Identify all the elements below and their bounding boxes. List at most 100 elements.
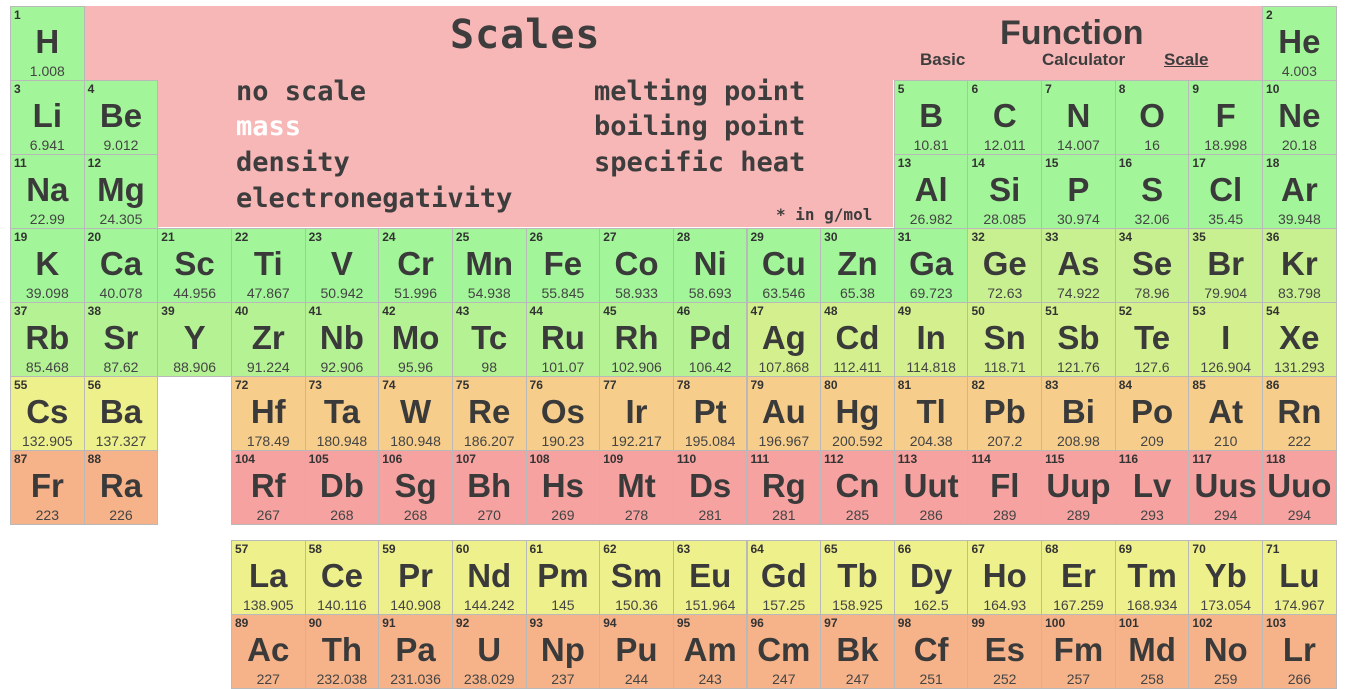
- element-cell-uup[interactable]: 115 Uup 289: [1041, 450, 1116, 525]
- element-cell-fl[interactable]: 114 Fl 289: [967, 450, 1043, 525]
- element-cell-mt[interactable]: 109 Mt 278: [599, 450, 674, 525]
- element-cell-br[interactable]: 35 Br 79.904: [1188, 228, 1264, 303]
- element-cell-bh[interactable]: 107 Bh 270: [451, 450, 527, 525]
- element-cell-es[interactable]: 99 Es 252: [967, 614, 1043, 689]
- element-cell-uuo[interactable]: 118 Uuo 294: [1262, 450, 1337, 525]
- element-cell-au[interactable]: 79 Au 196.967: [746, 376, 822, 451]
- element-cell-li[interactable]: 3 Li 6.941: [10, 80, 85, 155]
- element-cell-ag[interactable]: 47 Ag 107.868: [746, 302, 822, 377]
- element-cell-pm[interactable]: 61 Pm 145: [525, 540, 601, 615]
- element-cell-ba[interactable]: 56 Ba 137.327: [83, 376, 159, 451]
- element-cell-nd[interactable]: 60 Nd 144.242: [451, 540, 527, 615]
- element-cell-sb[interactable]: 51 Sb 121.76: [1041, 302, 1116, 377]
- element-cell-ca[interactable]: 20 Ca 40.078: [83, 228, 159, 303]
- element-cell-dy[interactable]: 66 Dy 162.5: [893, 540, 969, 615]
- element-cell-se[interactable]: 34 Se 78.96: [1114, 228, 1190, 303]
- element-cell-mg[interactable]: 12 Mg 24.305: [83, 154, 159, 229]
- element-cell-sm[interactable]: 62 Sm 150.36: [599, 540, 674, 615]
- element-cell-zr[interactable]: 40 Zr 91.224: [230, 302, 306, 377]
- element-cell-ir[interactable]: 77 Ir 192.217: [599, 376, 674, 451]
- element-cell-hg[interactable]: 80 Hg 200.592: [820, 376, 895, 451]
- scale-option-density[interactable]: density: [236, 147, 350, 178]
- element-cell-cu[interactable]: 29 Cu 63.546: [746, 228, 822, 303]
- element-cell-tm[interactable]: 69 Tm 168.934: [1114, 540, 1190, 615]
- element-cell-fr[interactable]: 87 Fr 223: [10, 450, 85, 525]
- element-cell-pd[interactable]: 46 Pd 106.42: [672, 302, 748, 377]
- element-cell-ge[interactable]: 32 Ge 72.63: [967, 228, 1043, 303]
- element-cell-mo[interactable]: 42 Mo 95.96: [378, 302, 453, 377]
- element-cell-tb[interactable]: 65 Tb 158.925: [820, 540, 895, 615]
- element-cell-ce[interactable]: 58 Ce 140.116: [304, 540, 380, 615]
- element-cell-po[interactable]: 84 Po 209: [1114, 376, 1190, 451]
- element-cell-mn[interactable]: 25 Mn 54.938: [451, 228, 527, 303]
- element-cell-xe[interactable]: 54 Xe 131.293: [1262, 302, 1337, 377]
- element-cell-tl[interactable]: 81 Tl 204.38: [893, 376, 969, 451]
- element-cell-ga[interactable]: 31 Ga 69.723: [893, 228, 969, 303]
- element-cell-uut[interactable]: 113 Uut 286: [893, 450, 969, 525]
- element-cell-pu[interactable]: 94 Pu 244: [599, 614, 674, 689]
- element-cell-ar[interactable]: 18 Ar 39.948: [1262, 154, 1337, 229]
- element-cell-gd[interactable]: 64 Gd 157.25: [746, 540, 822, 615]
- element-cell-y[interactable]: 39 Y 88.906: [157, 302, 232, 377]
- element-cell-at[interactable]: 85 At 210: [1188, 376, 1264, 451]
- element-cell-rg[interactable]: 111 Rg 281: [746, 450, 822, 525]
- scale-option-electronegativity[interactable]: electronegativity: [236, 183, 513, 214]
- element-cell-ta[interactable]: 73 Ta 180.948: [304, 376, 380, 451]
- element-cell-lr[interactable]: 103 Lr 266: [1262, 614, 1337, 689]
- element-cell-b[interactable]: 5 B 10.81: [893, 80, 969, 155]
- element-cell-h[interactable]: 1 H 1.008: [10, 6, 85, 81]
- element-cell-bi[interactable]: 83 Bi 208.98: [1041, 376, 1116, 451]
- scale-option-mass[interactable]: mass: [236, 111, 302, 142]
- element-cell-cs[interactable]: 55 Cs 132.905: [10, 376, 85, 451]
- element-cell-c[interactable]: 6 C 12.011: [967, 80, 1043, 155]
- element-cell-cd[interactable]: 48 Cd 112.411: [820, 302, 895, 377]
- element-cell-hs[interactable]: 108 Hs 269: [525, 450, 601, 525]
- element-cell-no[interactable]: 102 No 259: [1188, 614, 1264, 689]
- element-cell-na[interactable]: 11 Na 22.99: [10, 154, 85, 229]
- element-cell-ds[interactable]: 110 Ds 281: [672, 450, 748, 525]
- element-cell-cn[interactable]: 112 Cn 285: [820, 450, 895, 525]
- element-cell-ho[interactable]: 67 Ho 164.93: [967, 540, 1043, 615]
- element-cell-rh[interactable]: 45 Rh 102.906: [599, 302, 674, 377]
- element-cell-nb[interactable]: 41 Nb 92.906: [304, 302, 380, 377]
- tab-scale[interactable]: Scale: [1164, 50, 1209, 69]
- element-cell-sr[interactable]: 38 Sr 87.62: [83, 302, 159, 377]
- element-cell-hf[interactable]: 72 Hf 178.49: [230, 376, 306, 451]
- element-cell-cl[interactable]: 17 Cl 35.45: [1188, 154, 1264, 229]
- element-cell-fm[interactable]: 100 Fm 257: [1041, 614, 1116, 689]
- element-cell-in[interactable]: 49 In 114.818: [893, 302, 969, 377]
- element-cell-u[interactable]: 92 U 238.029: [451, 614, 527, 689]
- element-cell-kr[interactable]: 36 Kr 83.798: [1262, 228, 1337, 303]
- element-cell-te[interactable]: 52 Te 127.6: [1114, 302, 1190, 377]
- element-cell-la[interactable]: 57 La 138.905: [230, 540, 306, 615]
- element-cell-n[interactable]: 7 N 14.007: [1041, 80, 1116, 155]
- scale-option-no-scale[interactable]: no scale: [236, 76, 367, 107]
- element-cell-sc[interactable]: 21 Sc 44.956: [157, 228, 232, 303]
- element-cell-be[interactable]: 4 Be 9.012: [83, 80, 159, 155]
- element-cell-ne[interactable]: 10 Ne 20.18: [1262, 80, 1337, 155]
- element-cell-ac[interactable]: 89 Ac 227: [230, 614, 306, 689]
- element-cell-si[interactable]: 14 Si 28.085: [967, 154, 1043, 229]
- element-cell-f[interactable]: 9 F 18.998: [1188, 80, 1264, 155]
- element-cell-tc[interactable]: 43 Tc 98: [451, 302, 527, 377]
- element-cell-lu[interactable]: 71 Lu 174.967: [1262, 540, 1337, 615]
- element-cell-eu[interactable]: 63 Eu 151.964: [672, 540, 748, 615]
- element-cell-k[interactable]: 19 K 39.098: [10, 228, 85, 303]
- tab-basic[interactable]: Basic: [920, 50, 966, 69]
- element-cell-pb[interactable]: 82 Pb 207.2: [967, 376, 1043, 451]
- element-cell-sn[interactable]: 50 Sn 118.71: [967, 302, 1043, 377]
- element-cell-o[interactable]: 8 O 16: [1114, 80, 1190, 155]
- element-cell-am[interactable]: 95 Am 243: [672, 614, 748, 689]
- element-cell-w[interactable]: 74 W 180.948: [378, 376, 453, 451]
- element-cell-cm[interactable]: 96 Cm 247: [746, 614, 822, 689]
- element-cell-uus[interactable]: 117 Uus 294: [1188, 450, 1264, 525]
- element-cell-cf[interactable]: 98 Cf 251: [893, 614, 969, 689]
- element-cell-re[interactable]: 75 Re 186.207: [451, 376, 527, 451]
- element-cell-ti[interactable]: 22 Ti 47.867: [230, 228, 306, 303]
- element-cell-np[interactable]: 93 Np 237: [525, 614, 601, 689]
- element-cell-he[interactable]: 2 He 4.003: [1262, 6, 1337, 81]
- element-cell-as[interactable]: 33 As 74.922: [1041, 228, 1116, 303]
- element-cell-rb[interactable]: 37 Rb 85.468: [10, 302, 85, 377]
- element-cell-al[interactable]: 13 Al 26.982: [893, 154, 969, 229]
- element-cell-pt[interactable]: 78 Pt 195.084: [672, 376, 748, 451]
